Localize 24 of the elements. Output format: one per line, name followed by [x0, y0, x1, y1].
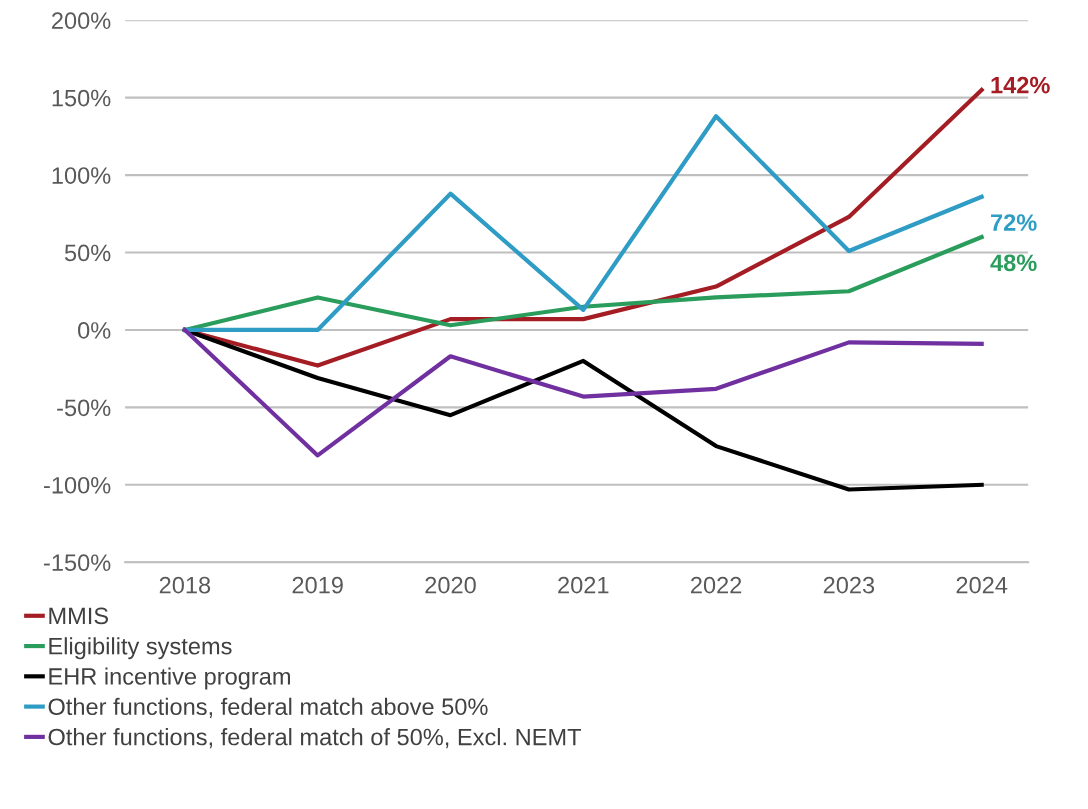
y-tick-label: -100%: [44, 476, 111, 494]
legend-label: Eligibility systems: [49, 637, 232, 660]
x-tick-label: 2018: [159, 576, 211, 594]
annotation: 72%: [991, 214, 1037, 231]
x-tick-label: 2020: [425, 576, 476, 594]
legend-label: MMIS: [49, 607, 109, 625]
x-tick-label: 2021: [558, 576, 609, 594]
line-series: [182, 327, 984, 458]
legend-label: EHR incentive program: [49, 667, 290, 690]
y-tick-label: 150%: [52, 89, 111, 107]
annotation: 48%: [990, 254, 1037, 272]
legend-label: Other functions, federal match above 50%: [48, 697, 488, 718]
x-tick-label: 2024: [956, 576, 1008, 594]
y-tick-label: -50%: [57, 399, 111, 417]
annotation: 142%: [991, 76, 1050, 94]
y-tick-label: 50%: [64, 244, 111, 262]
x-tick-label: 2022: [691, 576, 742, 594]
y-tick-label: 100%: [52, 167, 111, 184]
y-tick-label: 200%: [52, 12, 111, 30]
y-tick-label: 0%: [78, 322, 111, 339]
x-tick-label: 2023: [823, 576, 875, 594]
x-tick-label: 2019: [292, 576, 343, 594]
y-tick-label: -150%: [44, 554, 111, 572]
legend-label: Other functions, federal match of 50%, Excl. NEMT: [48, 728, 581, 749]
